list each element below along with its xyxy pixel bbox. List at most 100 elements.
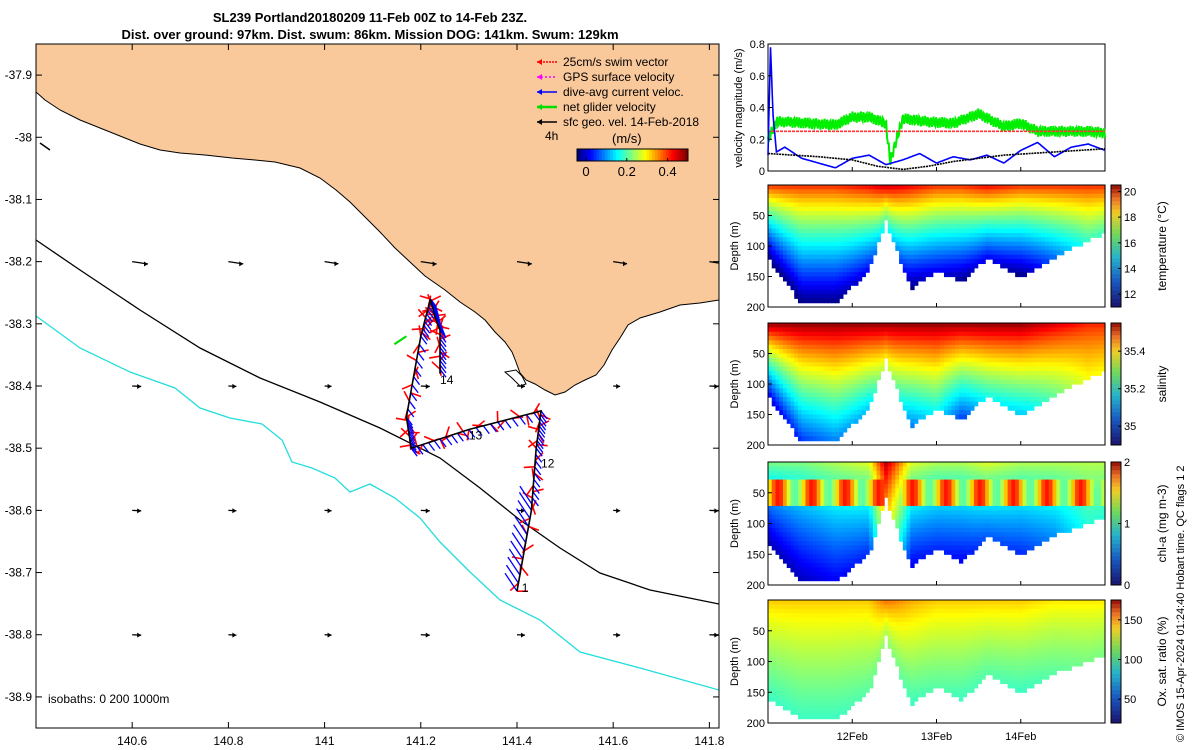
section-cell — [805, 492, 810, 498]
section-cell — [902, 349, 908, 355]
section-cell — [951, 250, 956, 256]
section-cell — [857, 397, 863, 403]
section-cell — [768, 527, 773, 533]
section-cell — [966, 362, 971, 368]
section-cell — [880, 198, 885, 204]
figure-title-line-1: SL239 Portland20180209 11-Feb 00Z to 14-… — [212, 10, 528, 25]
section-cell — [914, 384, 919, 389]
section-cell — [1033, 340, 1039, 346]
section-cell — [1030, 237, 1035, 243]
section-cell — [857, 189, 863, 195]
section-cell — [797, 228, 803, 234]
section-cell — [779, 466, 784, 472]
section-cell — [895, 466, 900, 472]
section-cell — [801, 427, 807, 433]
section-cell — [816, 475, 822, 481]
section-cell — [820, 541, 825, 547]
section-cell — [914, 219, 919, 225]
section-cell — [846, 327, 851, 333]
section-cell — [827, 388, 833, 394]
section-cell — [831, 505, 836, 511]
section-cell — [1037, 246, 1042, 251]
section-cell — [1015, 224, 1020, 230]
section-cell — [861, 263, 866, 269]
section-cell — [932, 224, 938, 230]
section-cell — [1007, 353, 1012, 359]
section-cell — [910, 272, 915, 278]
section-cell — [1097, 189, 1102, 195]
section-cell — [857, 501, 863, 507]
section-cell — [917, 215, 923, 221]
section-cell — [940, 246, 945, 251]
section-cell — [869, 488, 874, 494]
section-cell — [917, 375, 923, 381]
section-cell — [861, 344, 866, 350]
section-cell — [790, 250, 795, 256]
section-cell — [1082, 189, 1087, 195]
section-cell — [786, 193, 792, 199]
section-cell — [1011, 267, 1016, 273]
section-cell — [1000, 401, 1005, 407]
swim-vector — [535, 407, 541, 419]
section-cell — [827, 344, 833, 350]
section-cell — [850, 545, 855, 551]
section-cell — [827, 488, 833, 494]
section-cell — [966, 366, 971, 372]
section-cell — [1086, 340, 1091, 346]
section-cell — [1011, 198, 1016, 204]
section-cell — [1097, 357, 1102, 363]
section-cell — [865, 488, 870, 494]
section-cell — [929, 185, 934, 190]
section-cell — [973, 263, 979, 269]
section-cell — [768, 475, 773, 481]
section-cell — [797, 519, 803, 525]
section-colorbar-cell — [1111, 213, 1121, 219]
colorbar-tick-label: 0.2 — [618, 164, 636, 179]
section-cell — [827, 536, 833, 542]
section-cell — [805, 554, 810, 560]
section-cell — [775, 198, 780, 204]
section-cell — [1078, 232, 1084, 238]
section-cell — [797, 366, 803, 372]
dive-avg-current-vector — [482, 425, 490, 435]
dive-avg-current-vector — [536, 444, 544, 453]
section-cell — [910, 323, 915, 328]
section-cell — [831, 375, 836, 381]
section-cell — [917, 250, 923, 256]
section-cell — [1003, 379, 1009, 385]
section-cell — [835, 536, 840, 542]
section-cell — [790, 189, 795, 195]
section-cell — [839, 479, 844, 485]
section-cell — [865, 211, 870, 217]
section-cell — [775, 224, 780, 230]
section-cell — [951, 193, 956, 199]
section-cell — [973, 254, 979, 260]
section-cell — [1007, 336, 1012, 342]
section-cell — [865, 549, 870, 555]
section-cell — [842, 375, 848, 381]
section-cell — [925, 211, 930, 217]
section-cell — [775, 375, 780, 381]
section-cell — [816, 362, 822, 368]
section-cell — [1041, 392, 1046, 398]
section-cell — [1003, 353, 1009, 359]
section-cell — [835, 567, 840, 573]
section-cell — [805, 353, 810, 359]
section-cell — [835, 224, 840, 230]
section-cell — [962, 198, 968, 204]
section-cell — [775, 189, 780, 195]
section-cell — [921, 349, 926, 355]
section-cell — [782, 501, 788, 507]
section-cell — [1041, 193, 1046, 199]
section-cell — [966, 211, 971, 217]
section-cell — [1033, 193, 1039, 199]
section-cell — [1078, 206, 1084, 212]
section-cell — [797, 527, 803, 533]
section-cell — [771, 336, 777, 342]
section-cell — [816, 466, 822, 472]
section-cell — [768, 523, 773, 529]
section-cell — [857, 488, 863, 494]
section-cell — [958, 388, 964, 394]
section-cell — [816, 375, 822, 381]
